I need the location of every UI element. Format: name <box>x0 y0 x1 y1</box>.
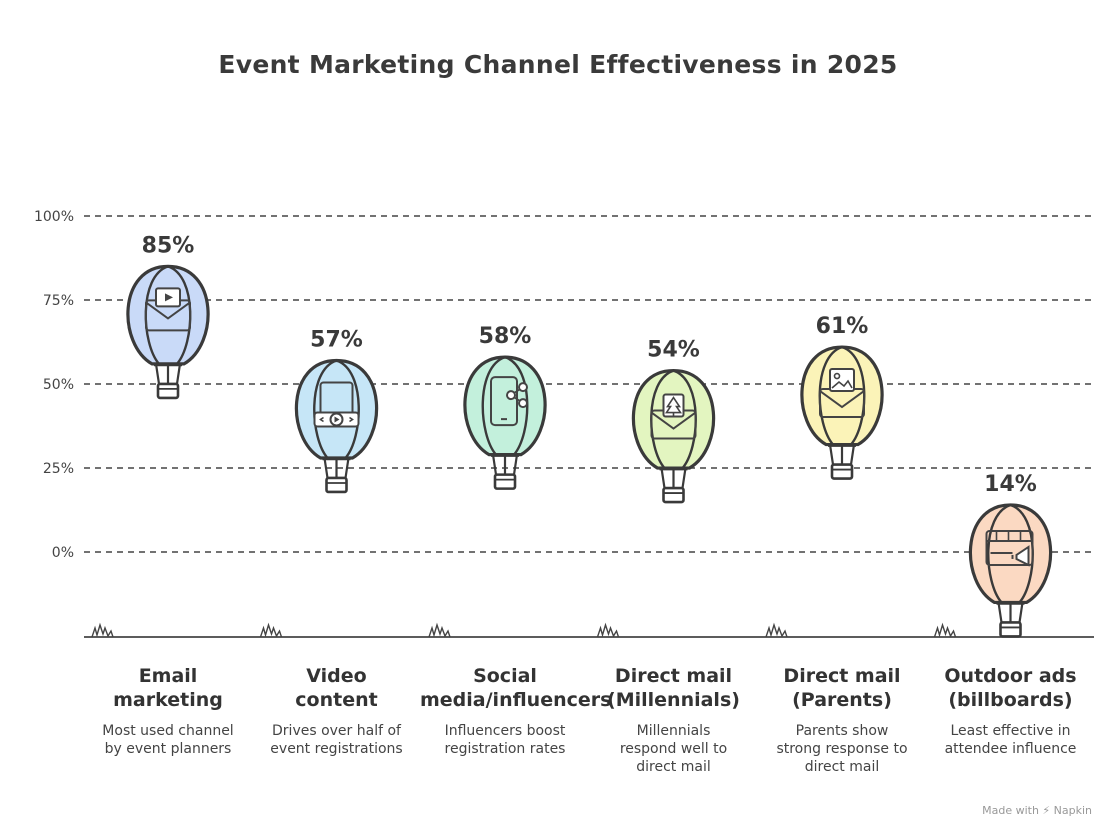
balloon-bar <box>294 358 379 494</box>
balloon-envelope <box>463 355 547 457</box>
value-label: 54% <box>647 338 700 363</box>
balloon-bar <box>463 355 547 490</box>
y-tick-label: 100% <box>34 209 74 225</box>
balloon-envelope <box>631 368 716 470</box>
category-block: Direct mail (Parents) Parents show strong… <box>757 664 927 776</box>
video-player-icon <box>313 381 360 428</box>
balloon-basket <box>662 486 685 504</box>
mail-image-icon <box>819 368 865 419</box>
balloon-basket <box>493 473 517 490</box>
category-label: Social media/influencers <box>420 665 612 711</box>
balloon-basket <box>830 463 854 480</box>
category-block: Video content Drives over half of event r… <box>252 664 422 758</box>
category-description: Most used channel by event planners <box>102 723 234 757</box>
category-description: Millennials respond well to direct mail <box>619 723 728 775</box>
y-tick-label: 50% <box>43 377 74 393</box>
chart-title: Event Marketing Channel Effectiveness in… <box>218 50 898 79</box>
category-description: Drives over half of event registrations <box>270 723 403 757</box>
balloon-basket <box>325 476 348 494</box>
category-block: Email marketing Most used channel by even… <box>83 664 253 758</box>
grass-tuft <box>259 622 283 638</box>
made-with-napkin-watermark: Made with ⚡ Napkin <box>982 804 1092 817</box>
grass-tuft <box>765 622 788 638</box>
billboard-megaphone-icon <box>985 529 1034 567</box>
mail-tree-icon <box>650 393 697 440</box>
balloon-bar <box>631 368 716 504</box>
balloon-envelope <box>126 264 210 366</box>
category-label: Direct mail (Millennials) <box>607 665 740 711</box>
email-video-icon <box>145 287 191 332</box>
balloon-basket <box>156 382 180 400</box>
category-description: Least effective in attendee influence <box>944 723 1077 757</box>
grass-tuft <box>428 622 451 638</box>
category-block: Outdoor ads (billboards) Least effective … <box>926 664 1096 758</box>
category-label: Direct mail (Parents) <box>783 665 901 711</box>
balloon-envelope <box>294 358 379 460</box>
value-label: 58% <box>479 324 532 349</box>
y-tick-label: 0% <box>52 545 74 561</box>
category-description: Influencers boost registration rates <box>444 723 566 757</box>
category-label: Email marketing <box>113 665 223 711</box>
smartphone-share-icon <box>490 376 528 427</box>
value-label: 57% <box>310 327 363 352</box>
category-block: Social media/influencers Influencers boos… <box>420 664 612 758</box>
balloon-bar <box>126 264 210 400</box>
balloon-bar <box>800 345 884 480</box>
balloon-envelope <box>800 345 884 447</box>
category-description: Parents show strong response to direct m… <box>776 723 908 775</box>
value-label: 85% <box>142 233 195 258</box>
category-label: Outdoor ads (billboards) <box>944 665 1077 711</box>
category-label: Video content <box>295 665 378 711</box>
y-tick-label: 75% <box>43 293 74 309</box>
grass-tuft <box>91 622 114 638</box>
y-tick-label: 25% <box>43 461 74 477</box>
balloon-basket <box>999 621 1022 638</box>
category-block: Direct mail (Millennials) Millennials res… <box>589 664 759 776</box>
grass-tuft <box>596 622 620 638</box>
grass-tuft <box>933 622 957 638</box>
value-label: 14% <box>984 472 1037 497</box>
balloon-bar <box>968 503 1053 638</box>
value-label: 61% <box>816 314 869 339</box>
